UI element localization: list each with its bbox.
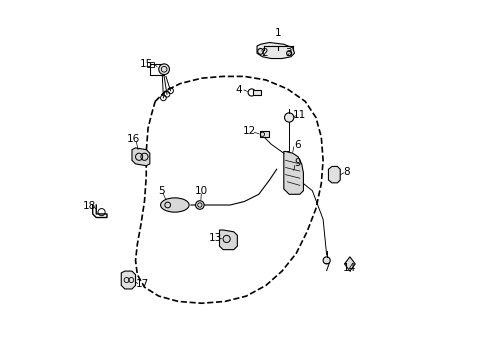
PathPatch shape [257, 42, 294, 59]
Text: 18: 18 [82, 201, 96, 211]
Text: 4: 4 [235, 85, 242, 95]
Text: 8: 8 [342, 167, 349, 177]
Text: 17: 17 [136, 279, 149, 289]
Circle shape [195, 201, 203, 209]
Text: 14: 14 [343, 263, 356, 273]
Circle shape [284, 113, 293, 122]
Text: 5: 5 [158, 186, 164, 197]
Text: 6: 6 [293, 140, 300, 150]
Text: 12: 12 [243, 126, 256, 136]
PathPatch shape [283, 152, 303, 194]
Bar [259, 131, 268, 138]
PathPatch shape [121, 271, 135, 289]
Text: 1: 1 [275, 28, 281, 38]
Text: 3: 3 [284, 48, 291, 58]
PathPatch shape [328, 166, 340, 183]
Text: 11: 11 [293, 110, 306, 120]
PathPatch shape [344, 257, 354, 271]
Bar [149, 64, 164, 75]
PathPatch shape [219, 230, 237, 249]
Text: 13: 13 [208, 233, 222, 243]
Ellipse shape [160, 198, 189, 212]
Text: 10: 10 [195, 186, 208, 197]
Bar [147, 63, 154, 67]
Text: 9: 9 [293, 158, 300, 168]
Bar [253, 90, 260, 95]
Circle shape [159, 64, 169, 75]
Circle shape [323, 257, 329, 264]
PathPatch shape [132, 148, 149, 166]
Text: 15: 15 [140, 59, 153, 69]
Text: 7: 7 [323, 263, 329, 273]
Text: 16: 16 [127, 134, 140, 144]
Text: 2: 2 [261, 48, 267, 58]
